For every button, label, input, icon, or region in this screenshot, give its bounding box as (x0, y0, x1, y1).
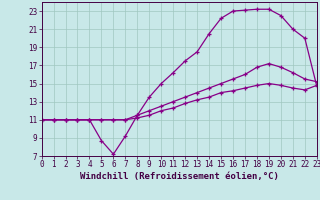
X-axis label: Windchill (Refroidissement éolien,°C): Windchill (Refroidissement éolien,°C) (80, 172, 279, 181)
